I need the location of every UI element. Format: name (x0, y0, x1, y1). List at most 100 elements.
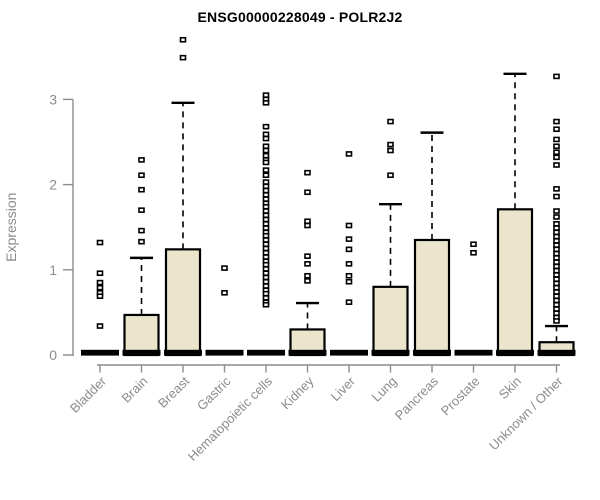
outlier-point (262, 135, 270, 142)
outlier-point (262, 159, 270, 166)
outlier-point (262, 167, 270, 173)
outlier-point (262, 283, 270, 289)
median-bar (413, 349, 451, 356)
x-tick-label: Kidney (278, 373, 317, 412)
outlier-point (262, 143, 270, 150)
outlier-point (221, 290, 228, 296)
median-bar (247, 349, 285, 356)
outlier-point (553, 149, 560, 156)
outlier-point (262, 274, 270, 281)
outlier-point (96, 279, 104, 286)
outlier-point (262, 147, 270, 154)
outlier-point (553, 255, 560, 261)
x-tick-label: Lung (369, 374, 400, 405)
outlier-point (262, 295, 270, 301)
outlier-point (262, 290, 270, 297)
outlier-point (553, 73, 560, 80)
box (123, 313, 160, 357)
outlier-point (262, 301, 270, 308)
x-tick-label: Breast (155, 373, 192, 410)
outlier-point (345, 261, 353, 267)
outlier-point (262, 196, 270, 202)
outlier-point (553, 220, 560, 227)
outlier-point (470, 249, 477, 256)
outlier-point (262, 152, 270, 159)
outlier-point (96, 323, 104, 329)
x-tick-label: Prostate (438, 374, 483, 419)
outlier-point (262, 220, 270, 227)
outlier-point (553, 193, 560, 200)
median-bar (537, 349, 576, 356)
outlier-point (553, 118, 560, 125)
x-tick-label: Unknown / Other (486, 373, 566, 453)
x-tick-label: Brain (119, 374, 151, 406)
outlier-point (304, 278, 311, 284)
outlier-point (262, 172, 270, 179)
median-bar (496, 349, 534, 356)
outlier-point (553, 208, 560, 214)
y-tick-label: 0 (49, 347, 57, 363)
outlier-point (262, 183, 270, 190)
outlier-point (470, 241, 477, 248)
x-tick-label: Gastric (194, 373, 234, 413)
outlier-point (553, 242, 560, 248)
box (372, 285, 409, 357)
outlier-point (553, 126, 560, 133)
outlier-point (262, 249, 270, 256)
outlier-point (262, 179, 270, 185)
outlier-point (262, 123, 270, 130)
outlier-point (262, 100, 270, 106)
outlier-point (262, 261, 270, 268)
outlier-point (138, 186, 145, 193)
y-axis-label: Expression (3, 193, 19, 262)
median-bar (454, 349, 493, 356)
outlier-point (553, 143, 560, 150)
outlier-point (304, 253, 311, 259)
outlier-point (553, 280, 560, 287)
outlier-point (262, 187, 270, 194)
box (496, 208, 534, 357)
x-tick-label: Skin (496, 374, 524, 402)
outlier-point (262, 245, 270, 252)
outlier-point (553, 301, 560, 308)
outlier-point (553, 259, 560, 265)
outlier-point (553, 293, 560, 300)
x-tick-label: Bladder (67, 373, 110, 416)
x-tick-label: Pancreas (392, 373, 442, 423)
x-tick-label: Liver (328, 373, 359, 404)
median-bar (371, 349, 410, 356)
outlier-point (553, 284, 560, 291)
outlier-point (345, 222, 353, 229)
outlier-point (387, 147, 394, 154)
outlier-point (553, 318, 560, 324)
outlier-point (553, 136, 560, 143)
median-bar (205, 349, 244, 356)
outlier-point (138, 238, 145, 245)
outlier-point (553, 289, 560, 295)
outlier-point (138, 227, 145, 234)
outlier-point (262, 266, 270, 272)
outlier-point (304, 222, 311, 229)
outlier-point (96, 239, 104, 246)
outlier-point (262, 241, 270, 248)
box (164, 248, 202, 357)
outlier-point (387, 172, 394, 179)
outlier-point (553, 272, 560, 278)
outlier-point (345, 151, 353, 157)
outlier-point (553, 233, 560, 240)
outlier-point (262, 225, 270, 231)
outlier-point (96, 284, 104, 291)
y-tick-label: 2 (49, 177, 57, 193)
outlier-point (553, 186, 560, 192)
outlier-point (179, 36, 187, 43)
outlier-point (553, 246, 560, 253)
outlier-point (553, 263, 560, 270)
outlier-point (345, 236, 353, 242)
outlier-point (553, 267, 560, 274)
outlier-point (553, 162, 560, 168)
outlier-point (304, 169, 311, 176)
outlier-point (262, 254, 270, 260)
median-bar (122, 349, 161, 356)
